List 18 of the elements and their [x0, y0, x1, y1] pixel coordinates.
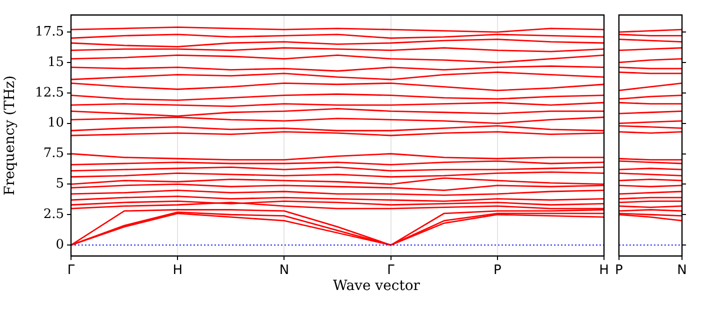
y-tick-label: 12.5	[35, 85, 64, 100]
x-axis-title: Wave vector	[332, 278, 421, 294]
x-tick-label: P	[493, 263, 502, 278]
y-tick-label: 2.5	[43, 206, 64, 222]
y-tick-label: 7.5	[43, 146, 64, 162]
y-tick-label: 10	[47, 116, 64, 131]
y-axis-title: Frequency (THz)	[2, 75, 18, 196]
x-tick-label: Γ	[67, 263, 76, 278]
x-tick-label: N	[677, 263, 687, 278]
y-tick-label: 17.5	[35, 24, 64, 40]
x-tick-label: H	[172, 263, 182, 278]
x-tick-label: Γ	[387, 263, 396, 278]
x-tick-label: H	[599, 263, 609, 278]
y-tick-label: 15	[47, 54, 64, 70]
y-tick-label: 5	[56, 176, 64, 192]
x-tick-label: N	[279, 263, 290, 278]
x-tick-label: P	[615, 263, 623, 278]
y-tick-label: 0	[56, 237, 64, 252]
